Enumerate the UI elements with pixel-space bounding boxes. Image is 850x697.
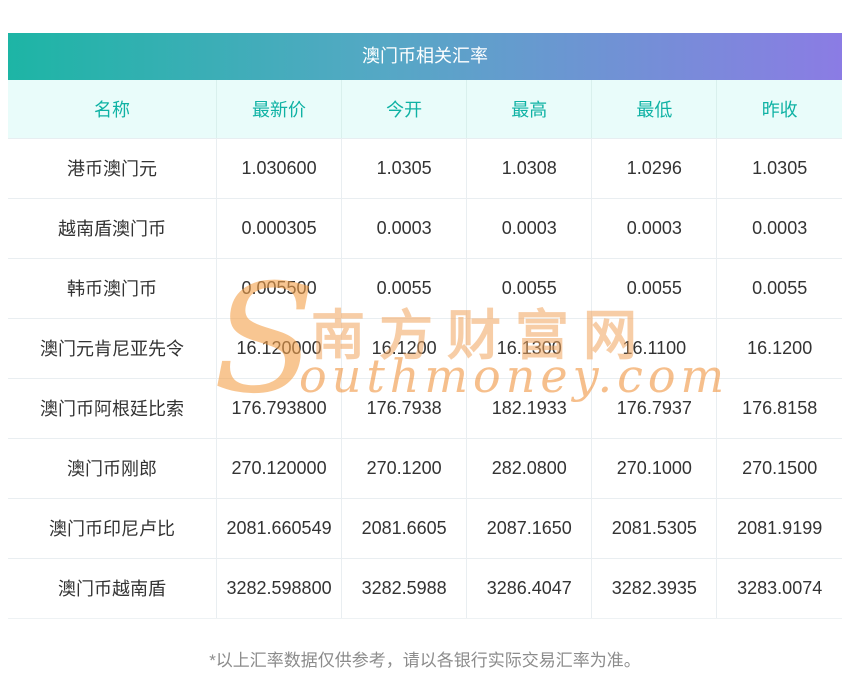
currency-name-cell: 澳门币越南盾: [8, 558, 217, 619]
table-title-bar: 澳门币相关汇率: [8, 33, 842, 80]
currency-name-cell: 韩币澳门币: [8, 258, 217, 319]
rate-value-cell: 0.0003: [341, 198, 468, 259]
rate-value-cell: 282.0800: [466, 438, 593, 499]
table-row: 澳门币越南盾 3282.598800 3282.5988 3286.4047 3282.…: [8, 558, 842, 619]
rate-value-cell: 3282.598800: [216, 558, 343, 619]
rate-value-cell: 1.0308: [466, 138, 593, 199]
column-header: 最高: [466, 80, 593, 139]
currency-name-cell: 澳门币阿根廷比索: [8, 378, 217, 439]
table-row: 越南盾澳门币 0.000305 0.0003 0.0003 0.0003 0.0003: [8, 198, 842, 259]
column-header: 名称: [8, 80, 217, 139]
rates-table-section: 澳门币相关汇率 名称 最新价 今开 最高 最低 昨收 港币澳门元 1.030600 1.030…: [8, 33, 842, 619]
rate-value-cell: 0.0055: [716, 258, 842, 319]
rate-value-cell: 16.1100: [591, 318, 718, 379]
rate-value-cell: 0.0003: [716, 198, 842, 259]
rate-value-cell: 270.1500: [716, 438, 842, 499]
rate-value-cell: 2081.5305: [591, 498, 718, 559]
rate-value-cell: 3286.4047: [466, 558, 593, 619]
rate-value-cell: 0.005500: [216, 258, 343, 319]
table-row: 澳门币印尼卢比 2081.660549 2081.6605 2087.1650 2081…: [8, 498, 842, 559]
column-header: 今开: [341, 80, 468, 139]
currency-name-cell: 澳门币刚郎: [8, 438, 217, 499]
currency-name-cell: 越南盾澳门币: [8, 198, 217, 259]
currency-name-cell: 港币澳门元: [8, 138, 217, 199]
rate-value-cell: 2081.6605: [341, 498, 468, 559]
currency-name-cell: 澳门币印尼卢比: [8, 498, 217, 559]
disclaimer-note: *以上汇率数据仅供参考，请以各银行实际交易汇率为准。: [209, 651, 641, 670]
rate-value-cell: 16.120000: [216, 318, 343, 379]
rate-value-cell: 0.0003: [591, 198, 718, 259]
rates-table-head: 名称 最新价 今开 最高 最低 昨收: [8, 80, 842, 139]
rate-value-cell: 1.030600: [216, 138, 343, 199]
rate-value-cell: 3282.3935: [591, 558, 718, 619]
rate-value-cell: 0.0055: [341, 258, 468, 319]
rate-value-cell: 16.1200: [716, 318, 842, 379]
rate-value-cell: 1.0305: [716, 138, 842, 199]
rates-table: 名称 最新价 今开 最高 最低 昨收 港币澳门元 1.030600 1.0305 1.0308 1…: [8, 80, 842, 619]
table-row: 港币澳门元 1.030600 1.0305 1.0308 1.0296 1.0305: [8, 138, 842, 199]
rate-value-cell: 270.1000: [591, 438, 718, 499]
rate-value-cell: 176.7937: [591, 378, 718, 439]
table-title: 澳门币相关汇率: [362, 46, 488, 66]
rate-value-cell: 3283.0074: [716, 558, 842, 619]
rate-value-cell: 3282.5988: [341, 558, 468, 619]
rate-value-cell: 1.0296: [591, 138, 718, 199]
rate-value-cell: 176.8158: [716, 378, 842, 439]
rate-value-cell: 0.0003: [466, 198, 593, 259]
rate-value-cell: 2087.1650: [466, 498, 593, 559]
rate-value-cell: 176.793800: [216, 378, 343, 439]
rate-value-cell: 270.120000: [216, 438, 343, 499]
column-header: 最新价: [216, 80, 343, 139]
column-header: 昨收: [716, 80, 842, 139]
rate-value-cell: 2081.9199: [716, 498, 842, 559]
rate-value-cell: 2081.660549: [216, 498, 343, 559]
rate-value-cell: 0.000305: [216, 198, 343, 259]
rate-value-cell: 0.0055: [466, 258, 593, 319]
header-row: 名称 最新价 今开 最高 最低 昨收: [8, 80, 842, 139]
rates-table-body: 港币澳门元 1.030600 1.0305 1.0308 1.0296 1.0305 越南盾…: [8, 138, 842, 619]
table-row: 澳门元肯尼亚先令 16.120000 16.1200 16.1300 16.1100 16…: [8, 318, 842, 379]
rate-value-cell: 16.1200: [341, 318, 468, 379]
rate-value-cell: 0.0055: [591, 258, 718, 319]
rate-value-cell: 16.1300: [466, 318, 593, 379]
rate-value-cell: 182.1933: [466, 378, 593, 439]
table-row: 韩币澳门币 0.005500 0.0055 0.0055 0.0055 0.0055: [8, 258, 842, 319]
currency-name-cell: 澳门元肯尼亚先令: [8, 318, 217, 379]
rate-value-cell: 1.0305: [341, 138, 468, 199]
table-row: 澳门币刚郎 270.120000 270.1200 282.0800 270.1000 2…: [8, 438, 842, 499]
table-row: 澳门币阿根廷比索 176.793800 176.7938 182.1933 176.79…: [8, 378, 842, 439]
rate-value-cell: 176.7938: [341, 378, 468, 439]
rate-value-cell: 270.1200: [341, 438, 468, 499]
column-header: 最低: [591, 80, 718, 139]
